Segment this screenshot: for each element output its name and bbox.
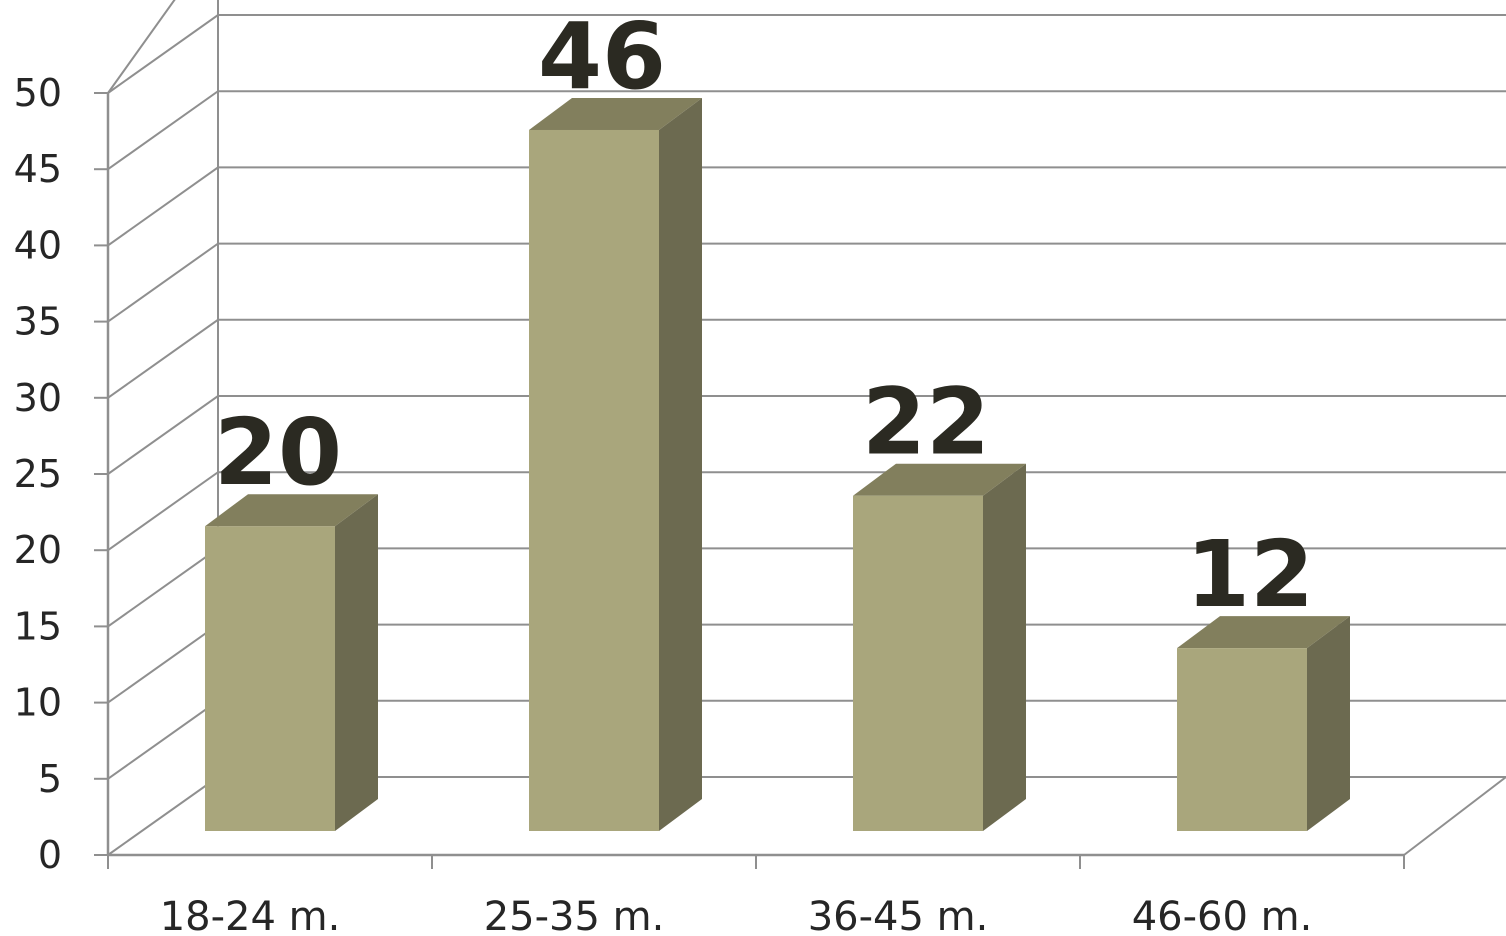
bar-side — [1307, 616, 1350, 831]
y-tick-label: 15 — [14, 604, 62, 648]
y-tick-label: 45 — [14, 147, 62, 191]
y-tick-label: 30 — [14, 376, 62, 420]
bar-front — [205, 526, 335, 831]
bar-top — [853, 463, 1026, 496]
bar-side — [335, 494, 378, 831]
y-tick-label: 0 — [38, 833, 62, 877]
floor-right-edge — [1403, 776, 1506, 856]
gridline — [107, 166, 1506, 247]
bar-front — [853, 495, 983, 831]
y-tick-label: 35 — [14, 300, 62, 344]
gridline — [107, 14, 1506, 94]
labels: 0 5 10 15 20 25 30 35 40 45 50 20 18-24 m. 46 25-35 m.… — [14, 3, 1314, 936]
bar — [853, 463, 1026, 831]
y-tick-label: 20 — [14, 528, 62, 572]
y-tick-label: 50 — [14, 71, 62, 115]
bars — [205, 97, 1350, 831]
data-label: 22 — [862, 369, 990, 476]
bar — [1177, 616, 1350, 831]
bar — [205, 494, 378, 831]
gridline — [107, 90, 1506, 171]
y-tick-label: 40 — [14, 223, 62, 267]
bar-front — [1177, 648, 1307, 831]
bar-top — [1177, 616, 1350, 649]
bar-side — [983, 463, 1026, 831]
data-label: 20 — [214, 399, 342, 506]
y-tick-label: 5 — [38, 757, 62, 801]
x-category-label: 46-60 m. — [1132, 894, 1313, 936]
bar — [529, 97, 702, 831]
y-tick-label: 25 — [14, 452, 62, 496]
bar-top — [529, 97, 702, 130]
x-category-label: 36-45 m. — [808, 894, 989, 936]
axes — [94, 92, 1506, 869]
bar-side — [659, 97, 702, 831]
x-category-label: 25-35 m. — [484, 894, 665, 936]
data-label: 12 — [1186, 521, 1314, 628]
y-tick-label: 10 — [14, 681, 62, 725]
bar-top — [205, 494, 378, 527]
gridline — [107, 318, 1506, 399]
gridlines — [107, 0, 1506, 856]
data-label: 46 — [538, 3, 666, 110]
bar-front — [529, 129, 659, 831]
x-category-label: 18-24 m. — [160, 894, 341, 936]
gridline — [107, 242, 1506, 323]
side-wall-top-edge — [107, 0, 176, 94]
